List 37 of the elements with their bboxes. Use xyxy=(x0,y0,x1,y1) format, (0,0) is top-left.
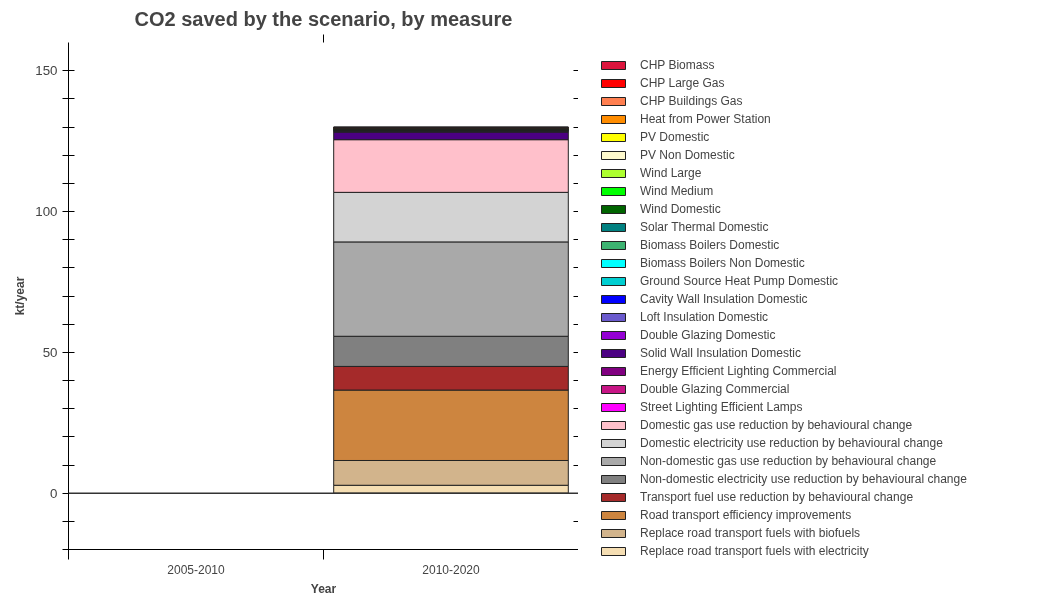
x-tick-label: 2005-2010 xyxy=(167,562,226,577)
legend-label: CHP Large Gas xyxy=(640,76,725,90)
legend-label: Replace road transport fuels with biofuels xyxy=(640,526,861,540)
y-tick-label: 100 xyxy=(35,204,58,219)
legend-label: Energy Efficient Lighting Commercial xyxy=(640,364,837,378)
legend-label: Biomass Boilers Domestic xyxy=(640,238,780,252)
legend-label: Double Glazing Domestic xyxy=(640,328,776,342)
y-tick-label: 0 xyxy=(50,485,58,501)
x-axis-title: Year xyxy=(310,581,337,596)
legend-label: Double Glazing Commercial xyxy=(640,382,790,396)
legend-label: Domestic electricity use reduction by behavioural change xyxy=(640,436,943,450)
legend-label: Loft Insulation Domestic xyxy=(640,310,769,324)
legend-label: Non-domestic electricity use reduction by behavioural change xyxy=(640,472,967,486)
legend-label: Solid Wall Insulation Domestic xyxy=(640,346,801,360)
legend-label: Wind Large xyxy=(640,166,702,180)
legend-label: Solar Thermal Domestic xyxy=(640,220,769,234)
legend-label: Ground Source Heat Pump Domestic xyxy=(640,274,839,288)
y-axis-title: kt/year xyxy=(13,276,28,316)
legend-label: Non-domestic gas use reduction by behavioural change xyxy=(640,454,937,468)
chart-title: CO2 saved by the scenario, by measure xyxy=(134,7,513,30)
x-tick-label: 2010-2020 xyxy=(422,562,481,577)
legend-label: Street Lighting Efficient Lamps xyxy=(640,400,803,414)
legend-label: Domestic gas use reduction by behavioural change xyxy=(640,418,913,432)
legend-label: Wind Domestic xyxy=(640,202,721,216)
legend-label: Wind Medium xyxy=(640,184,714,198)
y-tick-label: 150 xyxy=(35,63,58,79)
y-tick-label: 50 xyxy=(42,344,58,360)
legend-label: CHP Buildings Gas xyxy=(640,94,743,108)
legend-label: CHP Biomass xyxy=(640,58,715,72)
legend-label: Replace road transport fuels with electricity xyxy=(640,544,869,558)
legend-label: PV Non Domestic xyxy=(640,148,735,162)
legend-label: Transport fuel use reduction by behavioural change xyxy=(640,490,914,504)
legend-label: Biomass Boilers Non Domestic xyxy=(640,256,805,270)
legend-label: PV Domestic xyxy=(640,130,710,144)
legend-label: Heat from Power Station xyxy=(640,112,771,126)
legend-label: Cavity Wall Insulation Domestic xyxy=(640,292,808,306)
legend-label: Road transport efficiency improvements xyxy=(640,508,852,522)
